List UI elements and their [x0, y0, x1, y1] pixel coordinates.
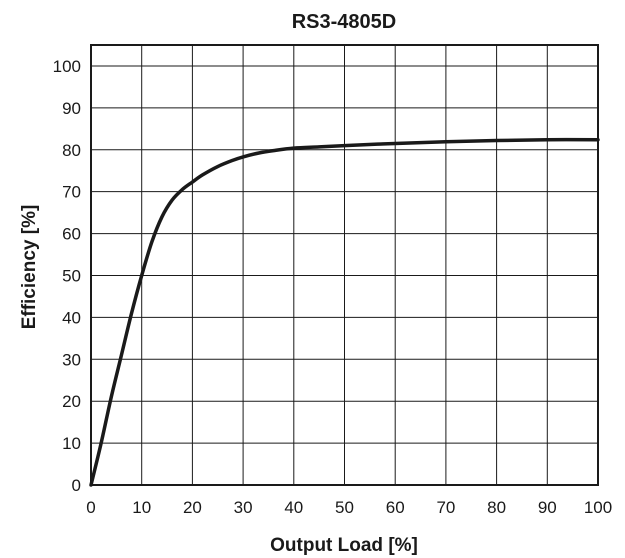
chart-title: RS3-4805D — [292, 11, 397, 33]
y-tick-label: 0 — [72, 476, 81, 495]
y-tick-label: 70 — [62, 183, 81, 202]
grid — [90, 45, 599, 486]
x-tick-label: 80 — [487, 498, 506, 517]
x-tick-label: 20 — [183, 498, 202, 517]
x-tick-label: 70 — [436, 498, 455, 517]
x-axis-label: Output Load [%] — [270, 535, 418, 556]
y-tick-label: 100 — [53, 57, 81, 76]
x-tick-label: 100 — [584, 498, 612, 517]
x-tick-label: 90 — [538, 498, 557, 517]
x-tick-labels: 0 10 20 30 40 50 60 70 80 90 100 — [86, 498, 612, 517]
y-tick-label: 90 — [62, 99, 81, 118]
y-tick-label: 20 — [62, 392, 81, 411]
y-axis-label: Efficiency [%] — [19, 205, 40, 330]
y-tick-label: 30 — [62, 350, 81, 369]
x-tick-label: 30 — [234, 498, 253, 517]
y-tick-label: 60 — [62, 225, 81, 244]
y-tick-label: 50 — [62, 266, 81, 285]
x-tick-label: 0 — [86, 498, 95, 517]
y-tick-label: 40 — [62, 308, 81, 327]
x-tick-label: 10 — [132, 498, 151, 517]
y-tick-labels: 0 10 20 30 40 50 60 70 80 90 100 — [53, 57, 81, 495]
x-tick-label: 50 — [335, 498, 354, 517]
y-tick-label: 80 — [62, 141, 81, 160]
x-tick-label: 40 — [284, 498, 303, 517]
y-tick-label: 10 — [62, 434, 81, 453]
efficiency-curve — [89, 137, 600, 487]
x-tick-label: 60 — [386, 498, 405, 517]
plot-frame — [90, 44, 599, 486]
